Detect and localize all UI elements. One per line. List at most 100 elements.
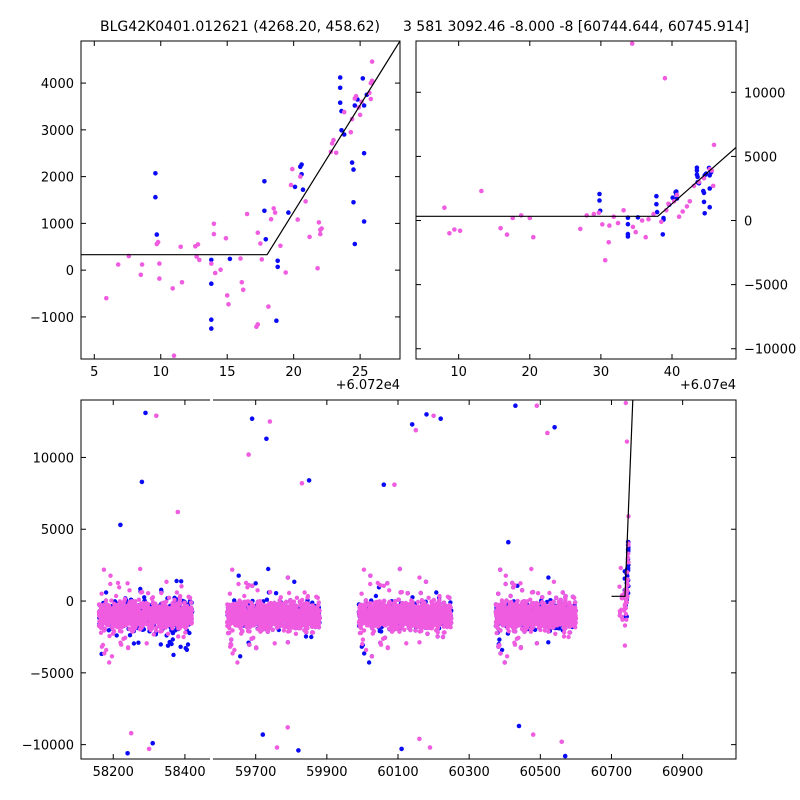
data-point [263,237,269,242]
data-point [266,566,271,572]
data-point [357,623,362,628]
data-point [231,604,237,609]
data-point [102,616,108,621]
data-point [303,622,308,628]
data-point [391,610,397,615]
data-point [351,167,356,172]
data-point [166,595,172,600]
data-point [139,479,145,485]
data-point [284,604,289,609]
data-point [112,620,118,625]
data-point [307,612,312,618]
data-point [310,612,316,617]
data-point [170,612,175,617]
data-point [185,642,191,647]
data-point [175,509,181,515]
data-point [361,219,367,224]
data-point [299,481,305,486]
data-point [107,633,112,639]
data-point [389,606,394,611]
data-point [291,618,297,623]
data-point [262,179,267,184]
data-point [621,208,626,213]
data-point [629,41,635,46]
data-point [360,641,365,647]
data-point [183,630,188,635]
data-point [246,583,251,588]
data-point [232,598,237,603]
data-point [235,612,241,617]
data-point [387,588,392,593]
data-point [297,599,303,604]
data-point [176,623,182,628]
data-point [159,587,164,592]
data-point [229,637,234,642]
data-point [643,234,648,240]
data-point [452,227,457,232]
x-tick-label: 25 [352,365,369,380]
data-point [165,643,171,648]
data-point [363,598,369,603]
data-point [129,618,135,623]
data-point [701,190,707,196]
data-point [117,585,122,590]
data-point [111,615,116,620]
data-point [172,619,178,624]
data-point [615,220,621,226]
data-point [144,641,149,646]
data-point [295,217,301,222]
data-point [237,620,242,626]
data-point [602,258,608,263]
data-point [397,629,402,634]
data-point [176,634,181,639]
data-point [179,579,184,584]
data-point [436,623,441,628]
data-point [288,598,293,603]
data-point [318,231,323,237]
data-point [108,581,113,587]
data-point [441,630,446,635]
data-point [702,211,707,216]
data-point [694,168,700,173]
data-point [294,595,300,600]
data-point [309,608,314,614]
data-point [247,642,252,647]
data-point [288,601,294,606]
data-point [174,590,180,595]
data-point [361,628,367,633]
data-point [684,204,690,209]
data-point [99,644,105,649]
data-point [145,591,151,596]
data-point [115,262,121,267]
data-point [591,211,597,217]
data-point [240,600,246,605]
data-point [98,603,103,609]
data-point [287,628,292,634]
model-line [81,41,400,256]
data-point [118,605,123,610]
data-point [268,216,274,222]
data-point [255,612,260,618]
data-point [123,635,128,640]
x-tick-label: 20 [285,365,302,380]
data-point [349,160,355,165]
data-point [272,604,278,609]
data-point [305,601,311,606]
data-point [226,302,231,307]
data-point [278,243,283,249]
data-point [238,256,243,261]
panels-layer: 5 10 15 20 25−100001000200030004000+6.072e41… [22,40,796,780]
plot-segment [96,410,195,756]
data-point [154,625,159,630]
data-point [442,205,447,210]
data-point [104,610,109,615]
data-point [133,616,138,621]
data-point [666,201,671,207]
data-point [104,295,109,301]
y-tick-label: −5000 [744,279,788,294]
data-point [597,191,602,197]
x-offset-label: +6.072e4 [336,378,400,393]
data-point [654,209,660,215]
data-point [150,595,156,600]
data-point [230,628,235,633]
